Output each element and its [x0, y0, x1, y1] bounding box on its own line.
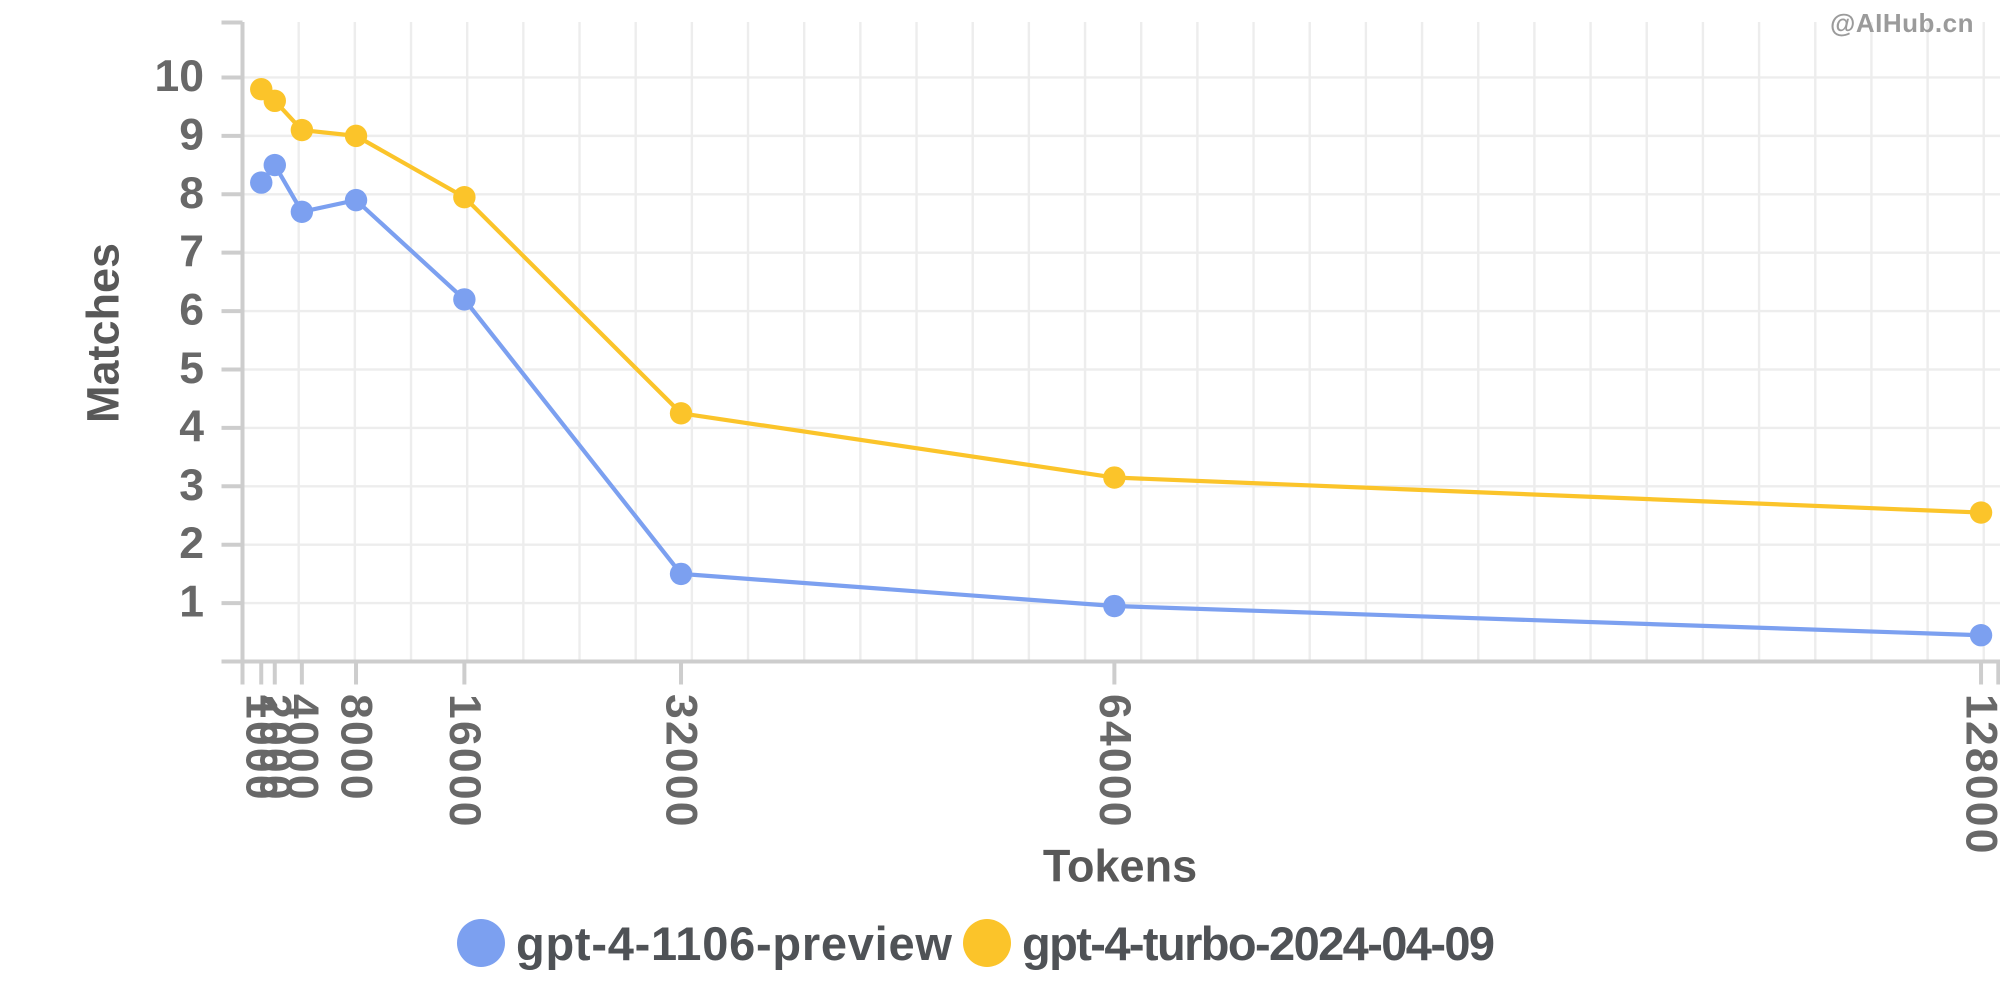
legend-label: gpt-4-1106-preview [516, 916, 953, 970]
axes [221, 20, 2000, 685]
legend-item-gpt-4-1106-preview[interactable]: gpt-4-1106-preview [457, 919, 953, 967]
series-gpt-4-1106-preview [250, 153, 1993, 647]
data-point[interactable] [669, 562, 693, 586]
data-point[interactable] [263, 153, 286, 177]
x-tick-label: 2000 [250, 694, 299, 802]
data-point[interactable] [250, 171, 273, 194]
legend-item-gpt-4-turbo-2024-04-09[interactable]: gpt-4-turbo-2024-04-09 [963, 916, 1495, 970]
data-point[interactable] [344, 188, 368, 212]
y-tick-label: 8 [179, 169, 204, 218]
y-axis-title: Matches [77, 242, 129, 424]
gridlines [242, 22, 2000, 662]
x-tick-label: 4000 [277, 694, 326, 802]
x-tick-label: 32000 [657, 694, 706, 829]
legend-swatch-yellow [963, 919, 1011, 967]
y-tick-label: 2 [179, 519, 204, 568]
data-point[interactable] [453, 288, 476, 311]
y-tick-label: 3 [179, 461, 204, 510]
y-tick-label: 9 [179, 110, 204, 159]
legend-swatch-blue [457, 919, 505, 967]
legend-label: gpt-4-turbo-2024-04-09 [1022, 916, 1495, 970]
y-tick-label: 5 [179, 344, 204, 393]
series-line [259, 87, 1984, 515]
x-tick-label: 128000 [1957, 694, 2000, 856]
x-axis-title: Tokens [1042, 840, 1198, 892]
data-point[interactable] [1103, 594, 1126, 618]
y-tick-label: 6 [179, 286, 204, 335]
data-point[interactable] [453, 186, 476, 209]
x-tick-label: 64000 [1090, 694, 1139, 829]
data-point[interactable] [290, 118, 314, 142]
data-point[interactable] [290, 200, 314, 224]
x-tick-label: 16000 [440, 694, 489, 829]
y-tick-label: 1 [179, 578, 204, 627]
series-line [259, 162, 1984, 638]
x-tick-label: 1000 [237, 694, 286, 802]
data-point[interactable] [263, 89, 286, 113]
data-point[interactable] [1969, 501, 1993, 524]
data-point[interactable] [1103, 466, 1126, 489]
data-point[interactable] [669, 402, 693, 425]
y-tick-label: 4 [179, 402, 204, 451]
data-point[interactable] [344, 124, 368, 148]
x-tick-label: 8000 [332, 694, 381, 802]
y-tick-label: 7 [179, 227, 204, 276]
data-point[interactable] [1969, 624, 1993, 647]
series-gpt-4-turbo-2024-04-09 [250, 77, 1993, 524]
watermark: @AIHub.cn [1830, 8, 1974, 38]
y-tick-label: 10 [155, 52, 205, 101]
